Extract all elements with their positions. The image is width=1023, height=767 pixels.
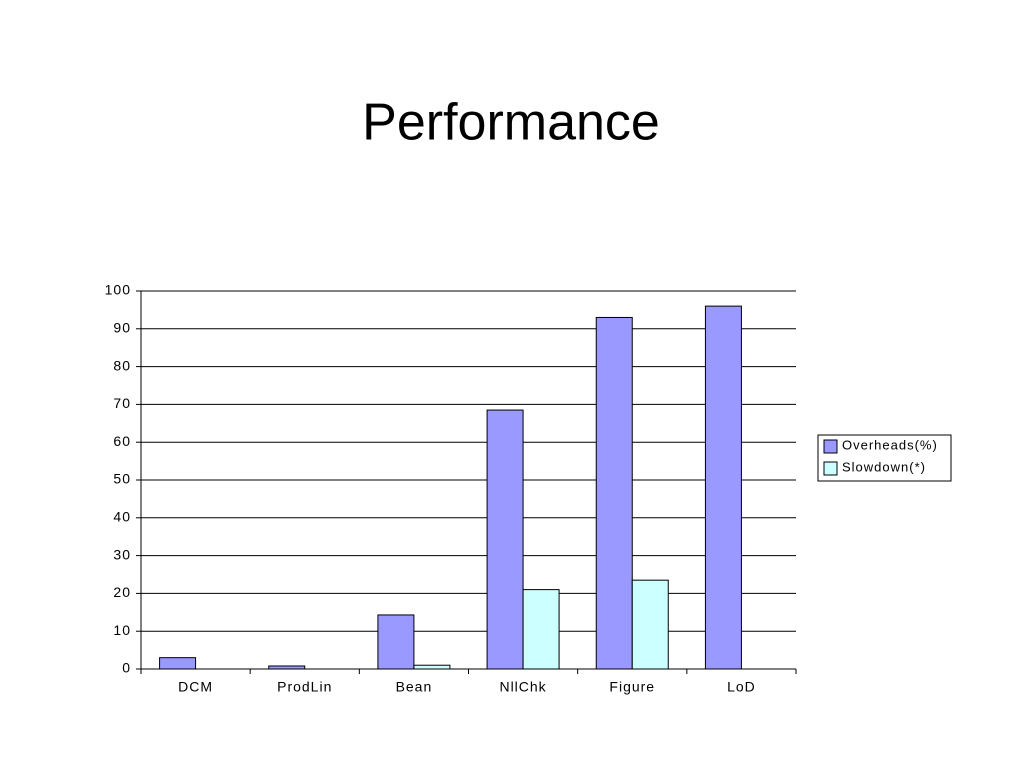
legend-label: Slowdown(*) <box>842 459 926 474</box>
y-tick-label: 20 <box>113 584 131 600</box>
bar <box>377 614 415 670</box>
x-tick-label: Figure <box>609 679 655 695</box>
x-tick-label: ProdLin <box>277 679 332 695</box>
y-tick-label: 80 <box>113 357 131 373</box>
bar <box>595 316 633 670</box>
y-tick-label: 90 <box>113 320 131 336</box>
x-tick-label: Bean <box>396 679 433 695</box>
bar <box>159 657 197 670</box>
y-tick-label: 50 <box>113 471 131 487</box>
x-tick-label: LoD <box>727 679 756 695</box>
legend-box <box>817 434 952 482</box>
x-tick-label: NllChk <box>499 679 546 695</box>
bar <box>522 589 560 670</box>
bar <box>486 409 524 670</box>
y-tick-label: 10 <box>113 622 131 638</box>
y-tick-label: 40 <box>113 509 131 525</box>
bar <box>268 665 306 670</box>
y-tick-label: 0 <box>122 660 131 676</box>
bar <box>704 305 742 670</box>
y-tick-label: 70 <box>113 395 131 411</box>
legend-label: Overheads(%) <box>842 437 938 452</box>
x-tick-label: DCM <box>178 679 213 695</box>
y-tick-label: 60 <box>113 433 131 449</box>
y-tick-label: 30 <box>113 546 131 562</box>
legend-swatch <box>823 439 838 454</box>
y-tick-label: 100 <box>105 282 131 298</box>
bar <box>631 579 669 670</box>
legend-swatch <box>823 461 838 476</box>
chart-title: Performance <box>362 94 660 152</box>
bar <box>413 664 451 670</box>
